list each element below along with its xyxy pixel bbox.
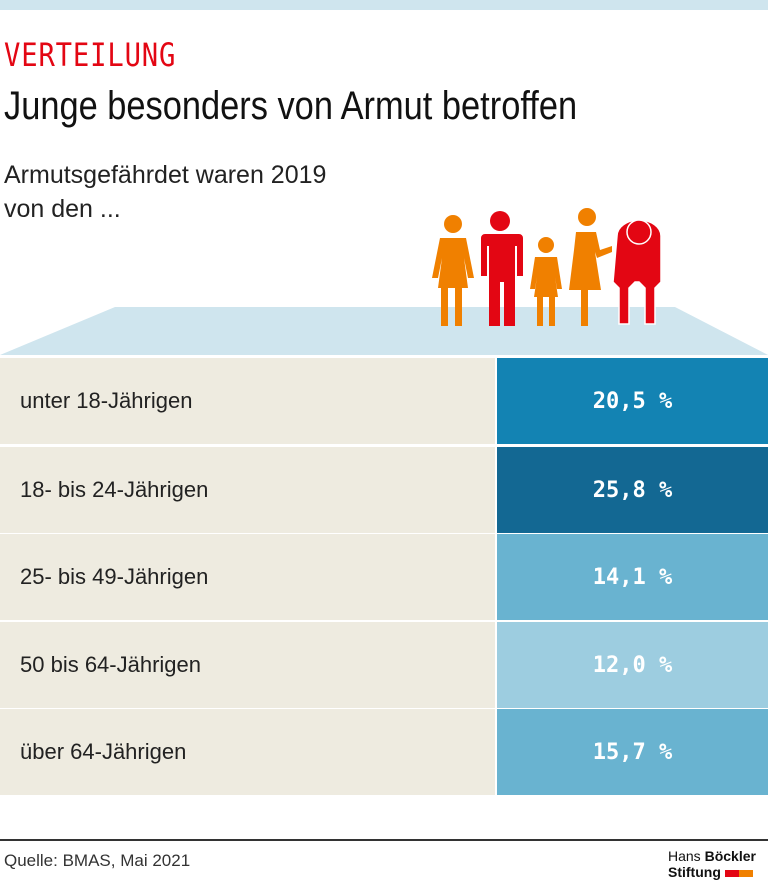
- value-cell: 15,7 %: [497, 709, 768, 795]
- row-label: unter 18-Jährigen: [0, 358, 495, 444]
- page-title: Junge besonders von Armut betroffen: [4, 84, 578, 128]
- people-illustration: [0, 208, 768, 355]
- table-row: 25- bis 49-Jährigen 14,1 %: [0, 534, 768, 620]
- hans-boeckler-logo: Hans Böckler Stiftung: [668, 848, 756, 880]
- value-cell: 12,0 %: [497, 622, 768, 708]
- platform: [0, 307, 768, 355]
- row-label: 50 bis 64-Jährigen: [0, 622, 495, 708]
- value-cell: 25,8 %: [497, 447, 768, 533]
- woman-icon: [432, 215, 474, 326]
- table-row: über 64-Jährigen 15,7 %: [0, 709, 768, 795]
- subtitle-line-1: Armutsgefährdet waren 2019: [4, 161, 327, 189]
- value-cell: 14,1 %: [497, 534, 768, 620]
- table-row: 18- bis 24-Jährigen 25,8 %: [0, 447, 768, 533]
- row-label: 18- bis 24-Jährigen: [0, 447, 495, 533]
- value-cell: 20,5 %: [497, 358, 768, 444]
- subtitle-line-2: von den ...: [4, 195, 121, 223]
- sad-person-icon: [612, 219, 662, 325]
- divider: [0, 839, 768, 841]
- top-bar: [0, 0, 768, 10]
- row-label: 25- bis 49-Jährigen: [0, 534, 495, 620]
- source-note: Quelle: BMAS, Mai 2021: [4, 851, 191, 870]
- row-label: über 64-Jährigen: [0, 709, 495, 795]
- kicker: VERTEILUNG: [4, 36, 177, 74]
- man-icon: [481, 211, 523, 326]
- child-icon: [530, 237, 562, 326]
- table-row: unter 18-Jährigen 20,5 %: [0, 358, 768, 444]
- subtitle: Armutsgefährdet waren 2019 von den ...: [4, 158, 326, 226]
- woman-comforting-icon: [569, 208, 612, 326]
- table-row: 50 bis 64-Jährigen 12,0 %: [0, 622, 768, 708]
